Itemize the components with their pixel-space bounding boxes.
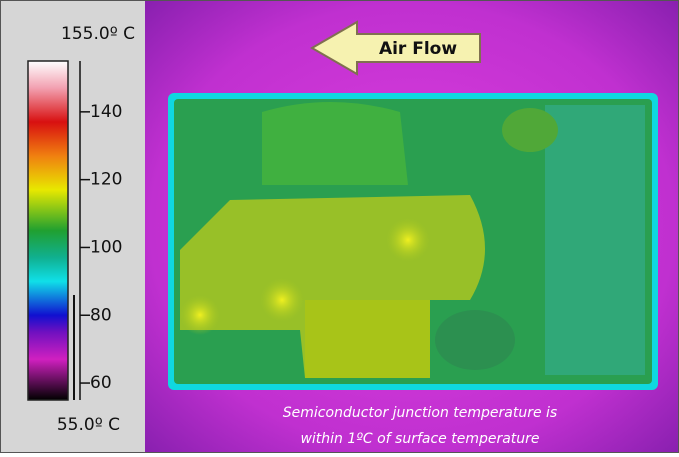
region [262,102,408,185]
tick-label: 60 [90,373,112,393]
tick-label: 140 [90,102,122,122]
caption: within 1ºC of surface temperature [300,431,539,447]
tick-label: 100 [90,237,122,257]
region [545,105,645,375]
hotspot [260,278,304,322]
region [435,310,515,370]
airflow-arrow [310,20,481,76]
caption: Semiconductor junction temperature is [283,405,557,421]
region [305,300,430,378]
arrow-label: Air Flow [379,39,457,59]
tick-label: 120 [90,170,122,190]
hotspot [180,295,220,335]
region [502,108,558,152]
hotspot [386,218,430,262]
color-scale [27,60,69,401]
tick-label: 80 [90,305,112,325]
max-label: 155.0º C [61,24,135,44]
min-label: 55.0º C [57,415,120,435]
